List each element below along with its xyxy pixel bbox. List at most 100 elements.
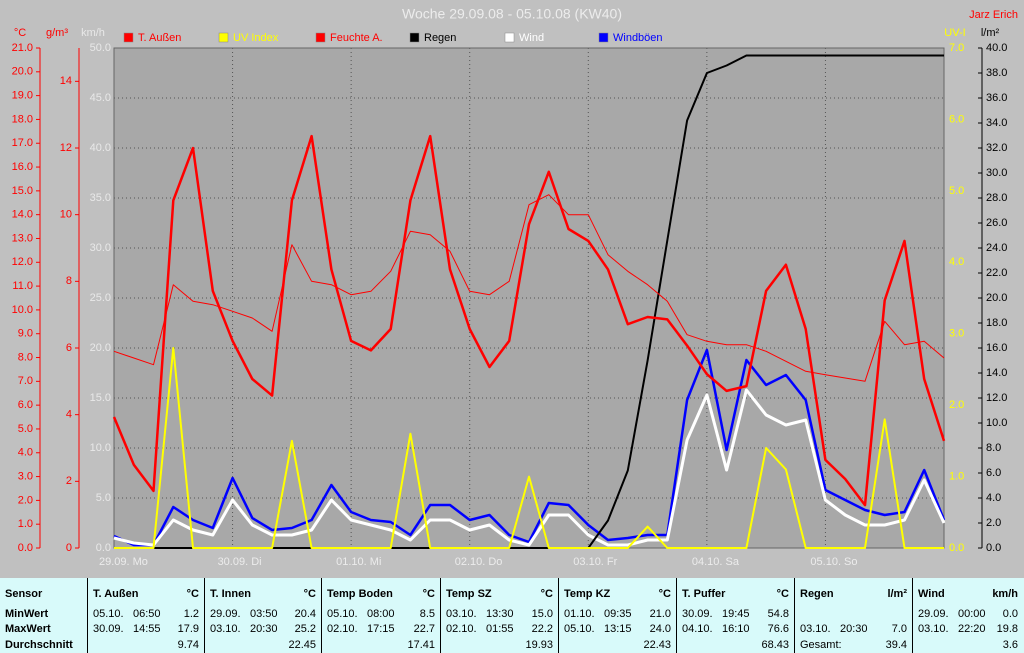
y-tick-label: 7.0	[18, 375, 33, 387]
y-tick-label: 10.0	[90, 442, 111, 454]
y-tick-label: 4.0	[949, 256, 964, 268]
x-tick-label: 03.10. Fr	[573, 556, 617, 568]
value: 3.6	[1002, 639, 1018, 651]
value: 22.2	[531, 623, 553, 635]
date: 29.09.	[210, 608, 241, 620]
y-tick-label: 2.0	[949, 399, 964, 411]
time: 22:20	[958, 623, 986, 635]
x-tick-label: 01.10. Mi	[336, 556, 381, 568]
date: 05.10.	[93, 608, 124, 620]
date: 02.10.	[446, 623, 477, 635]
date: 04.10.	[682, 623, 713, 635]
y-tick-label: 12	[60, 142, 72, 154]
y-tick-label: 30.0	[90, 242, 111, 254]
y-tick-label: 18.0	[986, 317, 1007, 329]
y-tick-label: 0.0	[949, 542, 964, 554]
y-tick-label: 12.0	[986, 392, 1007, 404]
time: 09:35	[604, 608, 632, 620]
y-tick-label: 8.0	[18, 351, 33, 363]
y-tick-label: 10.0	[986, 417, 1007, 429]
y-tick-label: 35.0	[90, 192, 111, 204]
author: Jarz Erich	[969, 9, 1018, 21]
time: 13:15	[604, 623, 632, 635]
date: 03.10.	[918, 623, 949, 635]
y-tick-label: 26.0	[986, 217, 1007, 229]
legend-swatch	[409, 32, 420, 43]
time: 19:45	[722, 608, 750, 620]
series-line	[113, 388, 946, 547]
sensor-name: T. Innen	[210, 588, 251, 600]
sensor-name: T. Puffer	[682, 588, 726, 600]
y-tick-label: 14	[60, 75, 72, 87]
legend-swatch	[504, 32, 515, 43]
value: 7.0	[891, 623, 907, 635]
y-tick-label: 15.0	[90, 392, 111, 404]
legend-label: Regen	[424, 32, 456, 44]
sensor-name: T. Außen	[93, 588, 139, 600]
time: 20:30	[840, 623, 868, 635]
sensor-unit: °C	[422, 588, 435, 600]
value: 21.0	[649, 608, 671, 620]
y-tick-label: 0.0	[18, 542, 33, 554]
y-tick-label: 14.0	[986, 367, 1007, 379]
time: 16:10	[722, 623, 750, 635]
y-tick-label: 9.0	[18, 328, 33, 340]
legend-swatch	[218, 32, 229, 43]
value: 24.0	[649, 623, 671, 635]
y-tick-label: 3.0	[949, 328, 964, 340]
sensor-unit: °C	[776, 588, 789, 600]
y-tick-label: 30.0	[986, 167, 1007, 179]
y-tick-label: 20.0	[12, 66, 33, 78]
plot-area	[114, 48, 944, 548]
y-tick-label: 1.0	[18, 518, 33, 530]
axis-unit: km/h	[81, 27, 105, 39]
y-tick-label: 6.0	[949, 113, 964, 125]
y-tick-label: 8.0	[986, 442, 1001, 454]
sensor-name: Temp Boden	[327, 588, 393, 600]
axis-unit: UV-I	[944, 27, 965, 39]
date: 29.09.	[918, 608, 949, 620]
series-line	[112, 134, 946, 507]
axis-unit: °C	[14, 27, 26, 39]
x-tick-label: 30.09. Di	[218, 556, 262, 568]
legend-label: Windböen	[613, 32, 663, 44]
y-tick-label: 45.0	[90, 92, 111, 104]
x-tick-label: 05.10. So	[810, 556, 857, 568]
sensor-unit: °C	[540, 588, 553, 600]
series-line	[113, 348, 946, 547]
y-tick-label: 16.0	[12, 161, 33, 173]
series-line	[113, 194, 945, 382]
row-label: MinWert	[5, 608, 49, 620]
y-tick-label: 10.0	[12, 304, 33, 316]
date: 03.10.	[446, 608, 477, 620]
sensor-name: Regen	[800, 588, 834, 600]
label: Gesamt:	[800, 639, 842, 651]
value: 15.0	[531, 608, 553, 620]
y-tick-label: 5.0	[18, 423, 33, 435]
column-separator	[440, 578, 441, 653]
time: 00:00	[958, 608, 986, 620]
sensor-unit: °C	[303, 588, 316, 600]
y-tick-label: 10	[60, 209, 72, 221]
y-tick-label: 11.0	[12, 280, 33, 292]
chart: Woche 29.09.08 - 05.10.08 (KW40) Jarz Er…	[12, 6, 1018, 568]
y-tick-label: 19.0	[12, 90, 33, 102]
legend-swatch	[123, 32, 134, 43]
y-tick-label: 40.0	[90, 142, 111, 154]
value: 1.2	[183, 608, 199, 620]
sensor-name: Temp SZ	[446, 588, 492, 600]
axis-unit: g/m³	[46, 27, 68, 39]
y-tick-label: 13.0	[12, 232, 33, 244]
column-separator	[794, 578, 795, 653]
y-tick-label: 5.0	[949, 185, 964, 197]
sensor-name: Temp KZ	[564, 588, 611, 600]
time: 01:55	[486, 623, 514, 635]
y-tick-label: 6.0	[18, 399, 33, 411]
y-tick-label: 6.0	[986, 467, 1001, 479]
time: 08:00	[367, 608, 395, 620]
value: 39.4	[885, 639, 907, 651]
row-label: MaxWert	[5, 623, 51, 635]
value: 68.43	[761, 639, 789, 651]
y-tick-label: 25.0	[90, 292, 111, 304]
value: 22.7	[413, 623, 435, 635]
